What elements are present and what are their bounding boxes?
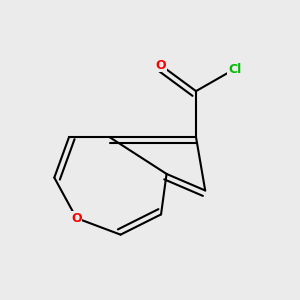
Text: O: O [156,59,167,72]
Text: O: O [71,212,82,225]
Text: Cl: Cl [228,62,241,76]
